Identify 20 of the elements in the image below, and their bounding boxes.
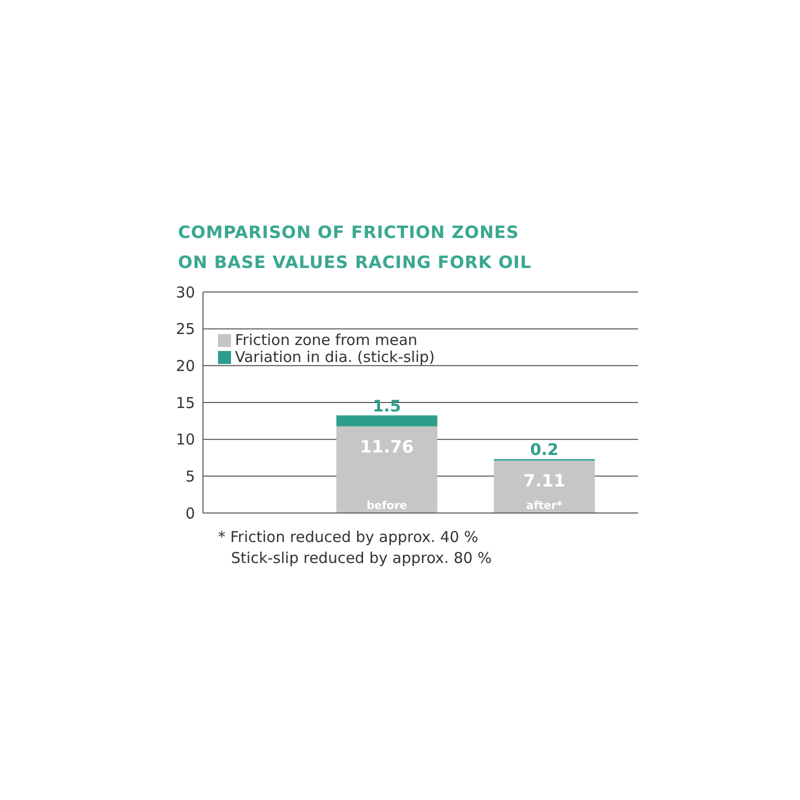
bar bbox=[336, 415, 438, 426]
y-tick-label: 25 bbox=[176, 320, 195, 338]
y-tick-label: 20 bbox=[176, 356, 195, 375]
y-tick-label: 15 bbox=[176, 394, 195, 412]
bar bbox=[336, 426, 438, 513]
y-tick-label: 0 bbox=[185, 504, 195, 522]
x-tick-label: after* bbox=[526, 499, 563, 512]
data-label: 7.11 bbox=[523, 472, 566, 492]
x-tick-label: before bbox=[366, 499, 408, 512]
text: Stick-slip reduced by approx. 80 % bbox=[230, 548, 493, 569]
text: * Friction reduced by approx. 40 % bbox=[218, 527, 480, 548]
legend-label: Friction zone from mean bbox=[235, 331, 418, 349]
bar bbox=[494, 460, 595, 513]
chart-title: COMPARISON OF FRICTION ZONES ON BASE VALUES RACING FORK OIL bbox=[178, 222, 532, 275]
y-tick-label: 10 bbox=[176, 430, 195, 449]
legend-label: Variation in dia. (stick-slip) bbox=[235, 348, 435, 366]
y-tick-label: 5 bbox=[185, 467, 195, 486]
data-label: 0.2 bbox=[530, 440, 559, 460]
y-tick-label: 30 bbox=[176, 283, 195, 302]
data-label: 11.76 bbox=[360, 437, 414, 458]
